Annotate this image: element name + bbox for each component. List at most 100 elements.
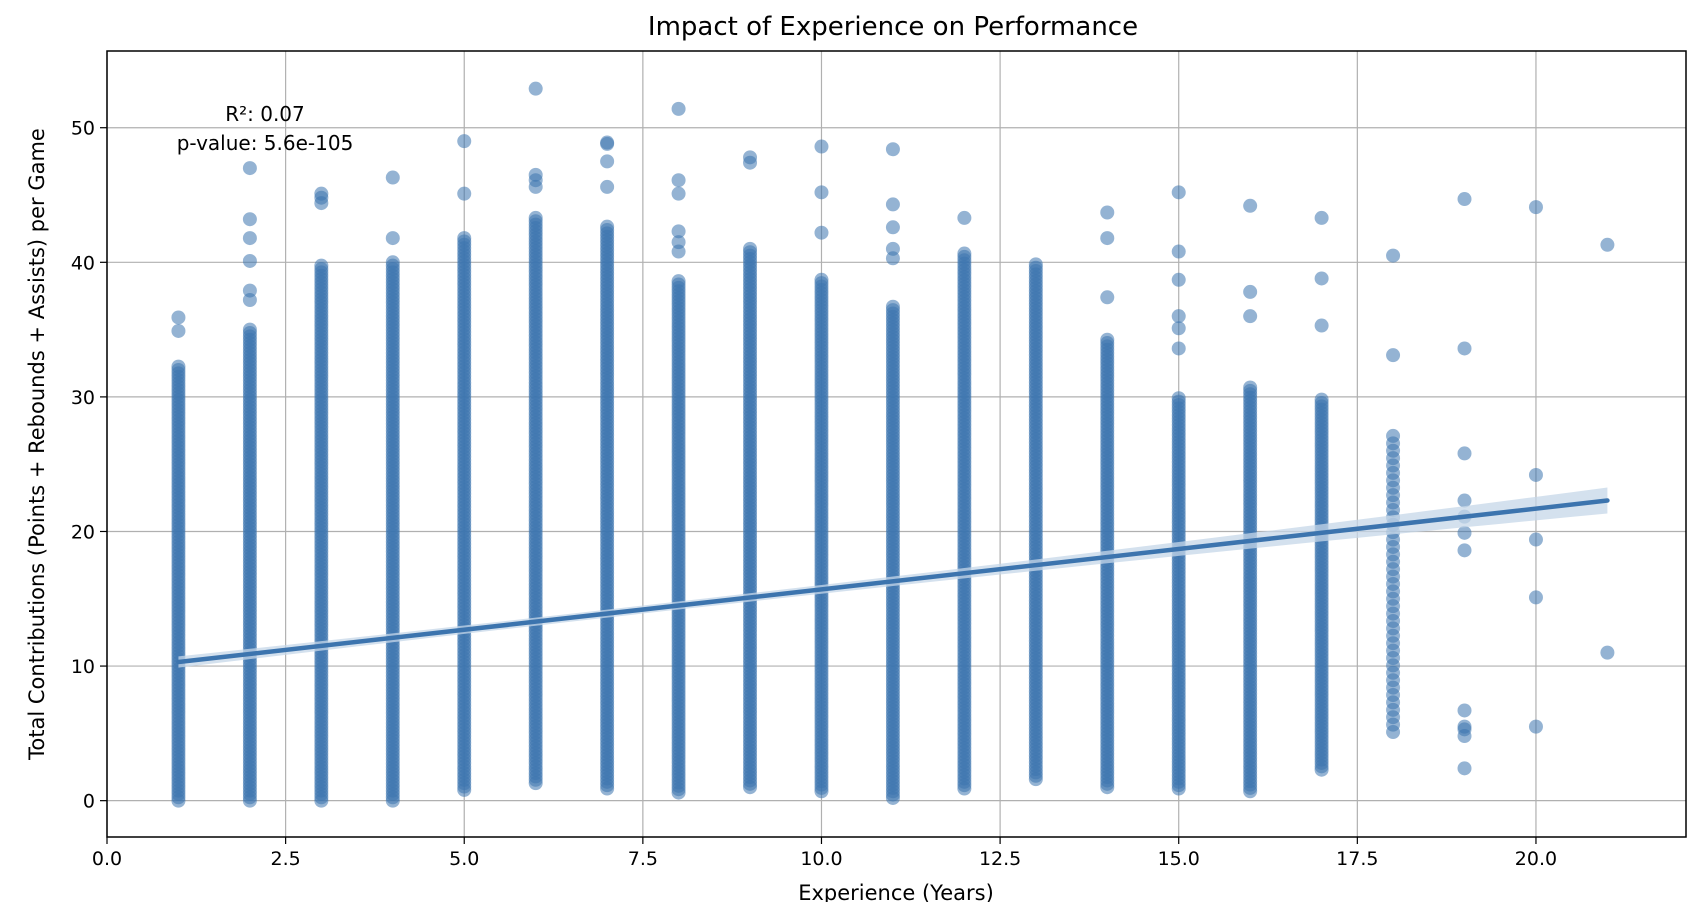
data-point (1457, 703, 1472, 718)
data-point (1457, 761, 1472, 776)
data-point (1386, 428, 1401, 443)
y-axis-label: Total Contributions (Points + Rebounds +… (25, 128, 49, 761)
data-point (1314, 318, 1329, 333)
data-point (457, 134, 472, 149)
data-point (457, 186, 472, 201)
x-tick-label: 17.5 (1336, 848, 1378, 870)
data-point (957, 210, 972, 225)
data-point (1528, 719, 1543, 734)
data-point (528, 81, 543, 96)
chart-title: Impact of Experience on Performance (648, 12, 1138, 42)
data-point (1243, 198, 1258, 213)
data-point (743, 241, 758, 256)
x-axis-label: Experience (Years) (798, 881, 994, 902)
data-point (1100, 290, 1115, 305)
data-point (1457, 543, 1472, 558)
data-point (1314, 210, 1329, 225)
data-point (1457, 493, 1472, 508)
data-point (1171, 185, 1186, 200)
data-point (1100, 205, 1115, 220)
p-value-annotation: p-value: 5.6e-105 (177, 131, 354, 155)
data-point (457, 231, 472, 246)
data-point (1457, 446, 1472, 461)
data-point (242, 161, 257, 176)
data-point (1386, 348, 1401, 363)
x-tick-label: 0.0 (92, 848, 122, 870)
data-point (743, 150, 758, 165)
data-point (885, 142, 900, 157)
data-point (1171, 341, 1186, 356)
data-point (1457, 525, 1472, 540)
data-point (1028, 257, 1043, 272)
data-point (1171, 244, 1186, 259)
data-point (671, 224, 686, 239)
data-points (171, 81, 1615, 808)
data-point (1600, 237, 1615, 252)
x-tick-label: 2.5 (271, 848, 301, 870)
data-point (600, 135, 615, 150)
regression-line-path (176, 498, 1610, 665)
y-axis-ticks: 0 10 20 30 40 50 (71, 118, 107, 813)
y-tick-label: 0 (83, 791, 95, 813)
x-tick-label: 15.0 (1158, 848, 1200, 870)
x-tick-label: 7.5 (628, 848, 658, 870)
data-point (1457, 341, 1472, 356)
data-point (1528, 590, 1543, 605)
data-point (1528, 200, 1543, 215)
data-point (1171, 309, 1186, 324)
data-point (1528, 532, 1543, 547)
data-point (385, 231, 400, 246)
data-point (314, 186, 329, 201)
data-point (1314, 271, 1329, 286)
regression-line (176, 487, 1610, 668)
y-tick-label: 10 (71, 656, 95, 678)
plot-frame (106, 50, 1687, 838)
data-point (528, 210, 543, 225)
x-tick-label: 10.0 (800, 848, 842, 870)
data-point (814, 225, 829, 240)
y-tick-label: 50 (71, 118, 95, 140)
data-point (1100, 332, 1115, 347)
data-point (1600, 645, 1615, 660)
data-point (885, 197, 900, 212)
data-point (171, 323, 186, 338)
data-point (171, 310, 186, 325)
data-point (314, 258, 329, 273)
data-point (242, 212, 257, 227)
data-point (1457, 192, 1472, 207)
data-point (671, 173, 686, 188)
data-point (242, 322, 257, 337)
x-tick-label: 20.0 (1515, 848, 1557, 870)
data-point (600, 179, 615, 194)
data-point (1243, 284, 1258, 299)
y-tick-label: 40 (71, 252, 95, 274)
data-point (242, 231, 257, 246)
data-point (671, 186, 686, 201)
data-point (528, 167, 543, 182)
data-point (385, 255, 400, 270)
data-point (1243, 309, 1258, 324)
data-point (1314, 392, 1329, 407)
data-point (671, 101, 686, 116)
data-point (957, 246, 972, 261)
data-point (814, 139, 829, 154)
data-point (1100, 231, 1115, 246)
data-point (1386, 248, 1401, 263)
data-point (1528, 467, 1543, 482)
data-point (1171, 321, 1186, 336)
data-point (885, 299, 900, 314)
y-tick-label: 30 (71, 387, 95, 409)
data-point (1171, 391, 1186, 406)
data-point (171, 359, 186, 374)
data-point (814, 185, 829, 200)
data-point (1171, 272, 1186, 287)
data-point (1457, 719, 1472, 734)
r-squared-annotation: R²: 0.07 (225, 102, 305, 126)
data-point (242, 253, 257, 268)
data-point (385, 170, 400, 185)
data-point (814, 272, 829, 287)
data-point (600, 219, 615, 234)
data-point (885, 241, 900, 256)
data-point (671, 235, 686, 250)
